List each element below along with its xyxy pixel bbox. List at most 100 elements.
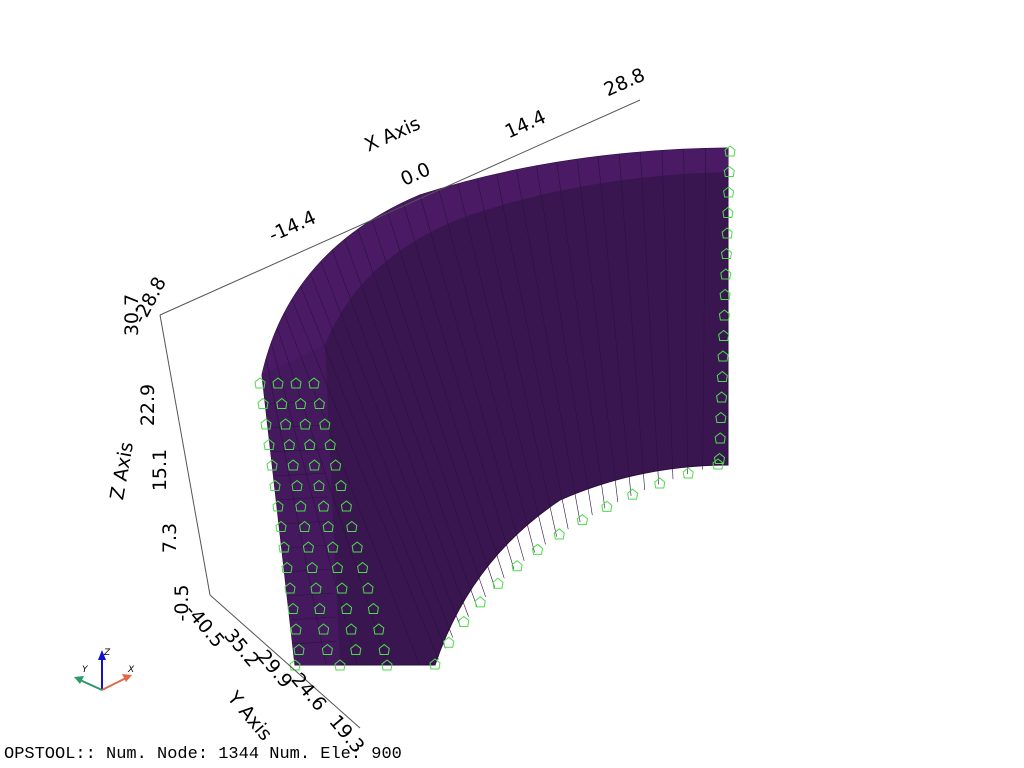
support-marker — [272, 500, 284, 512]
support-marker — [373, 623, 385, 635]
mesh-line — [496, 173, 569, 530]
support-marker — [327, 541, 339, 553]
mesh-line — [332, 250, 469, 617]
support-marker — [276, 397, 288, 409]
support-marker — [269, 479, 281, 491]
mesh-line — [310, 273, 454, 638]
support-marker — [284, 582, 296, 594]
support-marker — [362, 582, 374, 594]
support-marker — [346, 520, 358, 532]
support-marker — [272, 377, 284, 389]
support-marker — [302, 541, 314, 553]
z-tick-label: -0.5 — [171, 584, 193, 621]
support-marker — [318, 623, 330, 635]
support-marker — [576, 513, 588, 526]
mesh-line — [282, 544, 331, 549]
x-tick-label: 14.4 — [502, 106, 550, 143]
mesh-line — [386, 210, 505, 579]
support-marker — [720, 268, 732, 280]
support-marker — [254, 377, 266, 389]
mesh-line — [683, 149, 688, 475]
support-marker — [351, 541, 363, 553]
support-marker — [367, 602, 379, 614]
orientation-widget: Z X Y — [74, 648, 135, 691]
support-marker — [378, 643, 390, 655]
support-marker — [718, 329, 730, 341]
support-marker — [318, 500, 330, 512]
support-marker — [257, 397, 269, 409]
mesh-line — [291, 299, 439, 660]
mesh-line — [274, 472, 327, 477]
support-marker — [281, 561, 293, 573]
support-marker — [712, 458, 724, 470]
mesh-line — [277, 496, 328, 501]
orientation-z-label: Z — [103, 648, 111, 658]
support-marker — [290, 623, 302, 635]
y-arrow — [79, 679, 103, 691]
support-marker — [713, 452, 726, 464]
support-marker — [723, 186, 735, 198]
support-marker — [340, 500, 352, 512]
support-marker — [260, 418, 272, 430]
mesh-line — [661, 150, 674, 480]
support-marker — [721, 227, 733, 239]
mesh-line — [516, 169, 581, 523]
support-marker — [350, 643, 362, 655]
support-marker — [492, 577, 504, 589]
support-marker — [308, 459, 320, 471]
z-tick-label: 15.1 — [149, 449, 171, 491]
support-marker — [345, 623, 357, 635]
y-axis-title: Y Axis — [222, 686, 276, 745]
support-marker — [283, 438, 295, 450]
support-marker — [724, 145, 736, 157]
y-tick-label: -40.5 — [180, 600, 228, 652]
mesh-line — [269, 424, 324, 429]
x-axis-title: X Axis — [361, 113, 423, 157]
mesh-line — [702, 148, 707, 470]
support-marker — [310, 582, 322, 594]
support-marker — [289, 659, 301, 671]
mesh-line — [287, 592, 334, 597]
z-tick-label: 22.9 — [137, 384, 159, 426]
y-axis-line — [209, 594, 361, 729]
mesh-line — [292, 640, 337, 645]
support-marker — [278, 541, 290, 553]
support-marker — [654, 477, 666, 489]
support-marker — [266, 459, 278, 471]
support-marker — [429, 658, 441, 670]
mesh-line — [276, 327, 389, 666]
support-marker — [719, 288, 731, 300]
support-marker — [357, 561, 369, 573]
mesh-line — [283, 313, 420, 666]
mesh-line — [279, 520, 330, 525]
support-marker — [313, 397, 325, 409]
support-marker — [715, 411, 727, 423]
mesh-line — [576, 159, 619, 503]
support-marker — [458, 615, 470, 628]
support-marker — [263, 438, 275, 450]
mesh-grid — [265, 148, 707, 666]
support-marker — [627, 488, 639, 500]
x-tick-label: -14.4 — [266, 206, 320, 246]
x-tick-label: 0.0 — [397, 158, 434, 190]
mesh-line — [289, 616, 336, 621]
support-marker — [553, 528, 565, 540]
support-marker — [718, 309, 730, 321]
support-marker — [331, 561, 343, 573]
support-marker — [280, 418, 292, 430]
support-marker — [306, 561, 318, 573]
support-marker — [334, 659, 346, 671]
mesh-line — [476, 178, 557, 537]
support-marker — [511, 560, 523, 572]
z-tick-label: 7.3 — [159, 523, 181, 553]
support-marker — [321, 643, 333, 655]
support-marker — [443, 636, 455, 648]
support-marker — [723, 165, 735, 177]
z-axis-title: Z Axis — [106, 440, 138, 501]
orientation-x-label: X — [127, 665, 135, 675]
support-marker — [717, 350, 729, 362]
x-tick-label: 28.8 — [601, 64, 649, 101]
support-marker — [716, 370, 728, 382]
support-marker — [330, 459, 342, 471]
